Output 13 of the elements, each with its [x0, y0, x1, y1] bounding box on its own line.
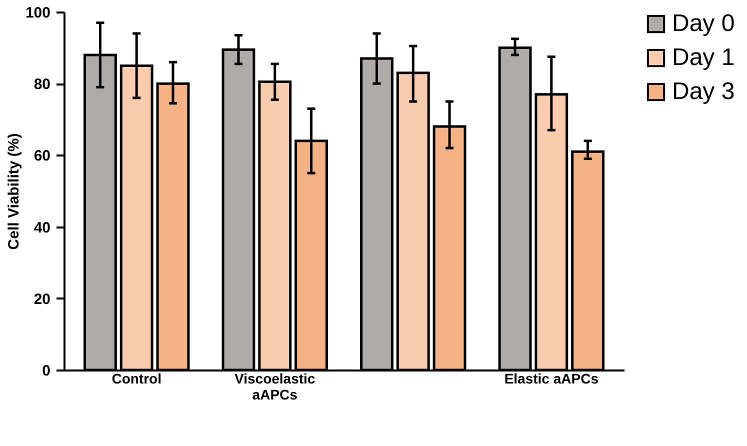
x-tick-label: Elastic aAPCs: [504, 370, 599, 386]
y-tick-label: 40: [34, 219, 50, 236]
x-tick-label: Viscoelastic aAPCs: [234, 370, 316, 402]
y-tick-label: 100: [25, 4, 50, 22]
y-tick-label: 80: [34, 76, 50, 94]
y-tick-label: 60: [34, 148, 50, 165]
legend-label: Day 1: [672, 44, 735, 71]
y-tick-label: 0: [42, 362, 50, 380]
y-tick-label: 20: [34, 290, 50, 308]
x-tick-label: Control: [112, 370, 162, 386]
legend-label: Day 0: [672, 10, 735, 37]
y-axis-title: Cell Viability (%): [5, 133, 22, 250]
legend-label: Day 3: [672, 78, 735, 105]
